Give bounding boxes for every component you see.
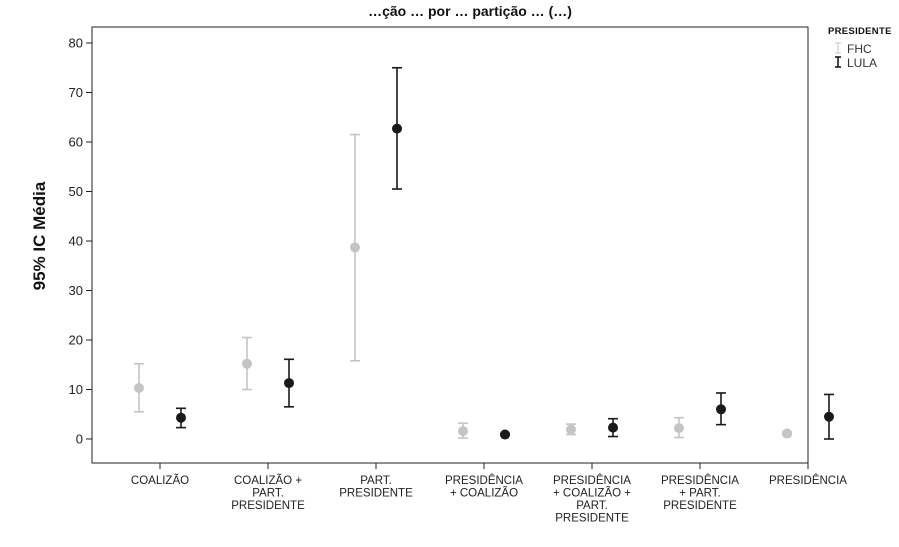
x-tick-label: PRESIDÊNCIA + PART. PRESIDENTE: [661, 474, 739, 512]
mean-point-fhc: [134, 383, 144, 394]
y-tick-label: 80: [69, 36, 83, 51]
x-tick-label-line: PART.: [252, 488, 284, 500]
legend-label-fhc: FHC: [847, 42, 872, 56]
plot-area: [91, 26, 809, 464]
mean-point-fhc: [782, 428, 792, 439]
mean-point-lula: [608, 422, 618, 433]
mean-point-fhc: [566, 424, 576, 435]
y-tick-label: 60: [69, 135, 83, 150]
x-tick-label-line: + COALIZÃO +: [553, 487, 631, 500]
x-tick-label-line: PRESIDENTE: [555, 513, 629, 525]
x-tick-label-line: COALIZÃO: [131, 474, 189, 487]
y-axis-label: 95% IC Média: [30, 181, 49, 290]
legend-label-lula: LULA: [847, 56, 877, 70]
y-tick-label: 10: [69, 382, 83, 397]
mean-point-lula: [824, 411, 834, 422]
y-tick-label: 30: [69, 283, 83, 298]
y-tick-label: 0: [76, 432, 83, 447]
y-tick-label: 20: [69, 333, 83, 348]
x-tick-label: PRESIDÊNCIA: [769, 474, 847, 487]
legend-title: PRESIDENTE: [828, 26, 892, 37]
mean-point-fhc: [350, 242, 360, 253]
x-tick-label-line: PRESIDÊNCIA: [661, 474, 739, 487]
x-tick-label-line: PRESIDÊNCIA: [553, 474, 631, 487]
x-tick-label-line: COALIZÃO +: [234, 474, 302, 487]
mean-point-fhc: [674, 423, 684, 434]
x-tick-label-line: + COALIZÃO: [450, 487, 518, 500]
mean-point-lula: [392, 123, 402, 134]
x-tick-label: PRESIDÊNCIA + COALIZÃO + PART. PRESIDENTE: [553, 474, 631, 525]
mean-point-lula: [284, 378, 294, 389]
mean-point-fhc: [242, 358, 252, 369]
y-tick-label: 70: [69, 85, 83, 100]
title-layer: …ção … por … partição … (…): [368, 3, 572, 19]
x-tick-label-line: PRESIDÊNCIA: [769, 474, 847, 487]
x-tick-label-line: + PART.: [679, 488, 720, 500]
x-tick-label-line: PRESIDENTE: [231, 500, 305, 512]
x-tick-label-line: PART.: [576, 500, 608, 512]
x-tick-label: PRESIDÊNCIA + COALIZÃO: [445, 474, 523, 500]
y-tick-label: 50: [69, 184, 83, 199]
marks-layer: [134, 66, 834, 440]
y-tick-label: 40: [69, 234, 83, 249]
x-tick-label-line: PART.: [360, 475, 392, 487]
x-tick-label-line: PRESIDENTE: [339, 488, 413, 500]
mean-point-lula: [176, 412, 186, 423]
x-tick-label: COALIZÃO: [131, 474, 189, 487]
x-tick-label-line: PRESIDENTE: [663, 500, 737, 512]
chart-title: …ção … por … partição … (…): [368, 3, 572, 19]
mean-point-lula: [716, 404, 726, 415]
x-tick-label-line: PRESIDÊNCIA: [445, 474, 523, 487]
x-tick-label: COALIZÃO + PART. PRESIDENTE: [231, 474, 305, 512]
labels-layer: 95% IC Média: [30, 181, 49, 290]
mean-point-fhc: [458, 426, 468, 437]
x-tick-label: PART. PRESIDENTE: [339, 475, 413, 500]
mean-point-lula: [500, 429, 510, 440]
